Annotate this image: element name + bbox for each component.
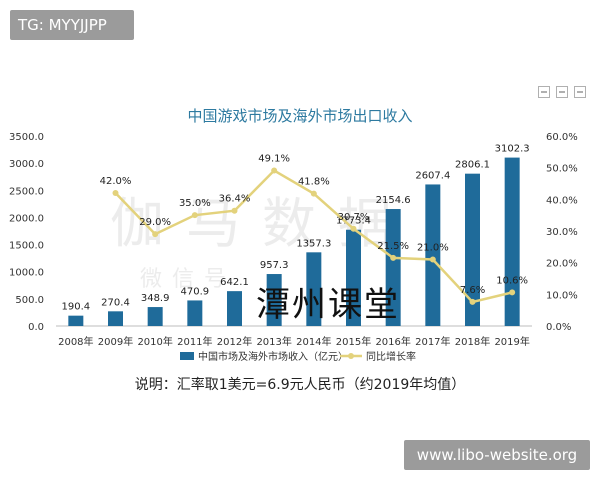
y-left-tick-label: 2000.0: [9, 213, 44, 224]
growth-point: [271, 167, 278, 174]
bar: [385, 209, 401, 326]
export-icon[interactable]: [538, 86, 550, 98]
bar: [306, 252, 322, 326]
growth-value-label: 7.6%: [460, 285, 485, 296]
y-left-tick-label: 0.0: [28, 322, 44, 333]
x-tick-label: 2013年: [256, 335, 291, 348]
bar-value-label: 1357.3: [296, 238, 331, 249]
x-tick-label: 2009年: [98, 335, 133, 348]
bar-value-label: 470.9: [181, 286, 210, 297]
growth-value-label: 35.0%: [179, 198, 211, 209]
x-tick-label: 2018年: [455, 335, 490, 348]
bar: [504, 157, 520, 326]
growth-point: [429, 256, 436, 263]
y-left-tick-label: 500.0: [15, 295, 44, 306]
growth-value-label: 21.5%: [377, 241, 409, 252]
y-right-tick-label: 30.0%: [546, 227, 578, 238]
bar-value-label: 2607.4: [415, 170, 450, 181]
bar-value-label: 190.4: [62, 302, 91, 313]
bar-value-label: 270.4: [101, 297, 130, 308]
x-tick-label: 2014年: [296, 335, 331, 348]
x-tick-label: 2019年: [494, 335, 529, 348]
y-right-tick-label: 50.0%: [546, 164, 578, 175]
y-right-tick-label: 10.0%: [546, 290, 578, 301]
growth-point: [469, 298, 476, 305]
growth-point: [390, 254, 397, 261]
watermark: 伽马数据: [110, 192, 414, 255]
chart-title: 中国游戏市场及海外市场出口收入: [187, 107, 412, 125]
bar-value-label: 3102.3: [495, 144, 530, 155]
growth-value-label: 49.1%: [258, 154, 290, 165]
chart-toolbar: [538, 86, 586, 98]
chart-caption: 说明：汇率取1美元=6.9元人民币（约2019年均值）: [134, 377, 466, 393]
bar: [346, 229, 361, 326]
x-tick-label: 2015年: [336, 335, 371, 348]
stamp-text: 潭州课堂: [256, 285, 400, 325]
growth-point: [310, 190, 317, 197]
x-tick-label: 2016年: [375, 335, 410, 348]
bar: [108, 311, 123, 326]
growth-point: [231, 207, 238, 214]
bar: [227, 291, 242, 326]
y-right-tick-label: 60.0%: [546, 132, 578, 143]
tag-badge: TG: MYYJJPP: [10, 10, 134, 40]
bar-value-label: 957.3: [260, 260, 289, 271]
growth-point: [191, 212, 198, 219]
growth-value-label: 30.7%: [338, 212, 370, 223]
legend-bar-swatch: [180, 352, 194, 360]
growth-point: [509, 289, 516, 296]
growth-point: [152, 231, 159, 238]
bar-value-label: 2154.6: [376, 195, 411, 206]
x-tick-label: 2012年: [217, 335, 252, 348]
bar-value-label: 2806.1: [455, 160, 490, 171]
bar: [187, 300, 203, 326]
x-tick-label: 2011年: [177, 335, 212, 348]
y-left-tick-label: 1500.0: [9, 241, 44, 252]
bar: [465, 173, 480, 326]
watermark-sub: 微信号: [140, 267, 236, 292]
y-left-tick-label: 3000.0: [9, 159, 44, 170]
close-icon[interactable]: [574, 86, 586, 98]
bar: [266, 274, 282, 326]
bar: [68, 315, 84, 326]
bar: [147, 307, 163, 326]
bar-value-label: 642.1: [220, 277, 249, 288]
growth-point: [112, 190, 119, 196]
growth-value-label: 41.8%: [298, 177, 330, 188]
x-tick-label: 2017年: [415, 335, 450, 348]
y-right-tick-label: 0.0%: [546, 322, 571, 333]
growth-value-label: 29.0%: [139, 217, 171, 228]
growth-value-label: 36.4%: [219, 194, 251, 205]
legend-line-label: 同比增长率: [366, 350, 416, 363]
x-tick-label: 2010年: [137, 335, 172, 348]
bar: [425, 184, 441, 326]
bar-value-label: 1773.4: [336, 216, 371, 227]
y-left-tick-label: 1000.0: [9, 268, 44, 279]
site-badge: www.libo-website.org: [404, 440, 590, 470]
x-tick-label: 2008年: [58, 335, 93, 348]
growth-value-label: 10.6%: [496, 275, 528, 286]
y-right-tick-label: 40.0%: [546, 195, 578, 206]
legend-line-marker: [348, 353, 354, 359]
growth-value-label: 21.0%: [417, 243, 449, 254]
legend-bar-label: 中国市场及海外市场收入（亿元）: [198, 350, 348, 363]
y-left-tick-label: 2500.0: [9, 186, 44, 197]
minimize-icon[interactable]: [556, 86, 568, 98]
y-left-tick-label: 3500.0: [9, 132, 44, 143]
y-right-tick-label: 20.0%: [546, 259, 578, 270]
growth-value-label: 42.0%: [100, 176, 132, 187]
bar-value-label: 348.9: [141, 293, 170, 304]
growth-point: [350, 225, 357, 232]
